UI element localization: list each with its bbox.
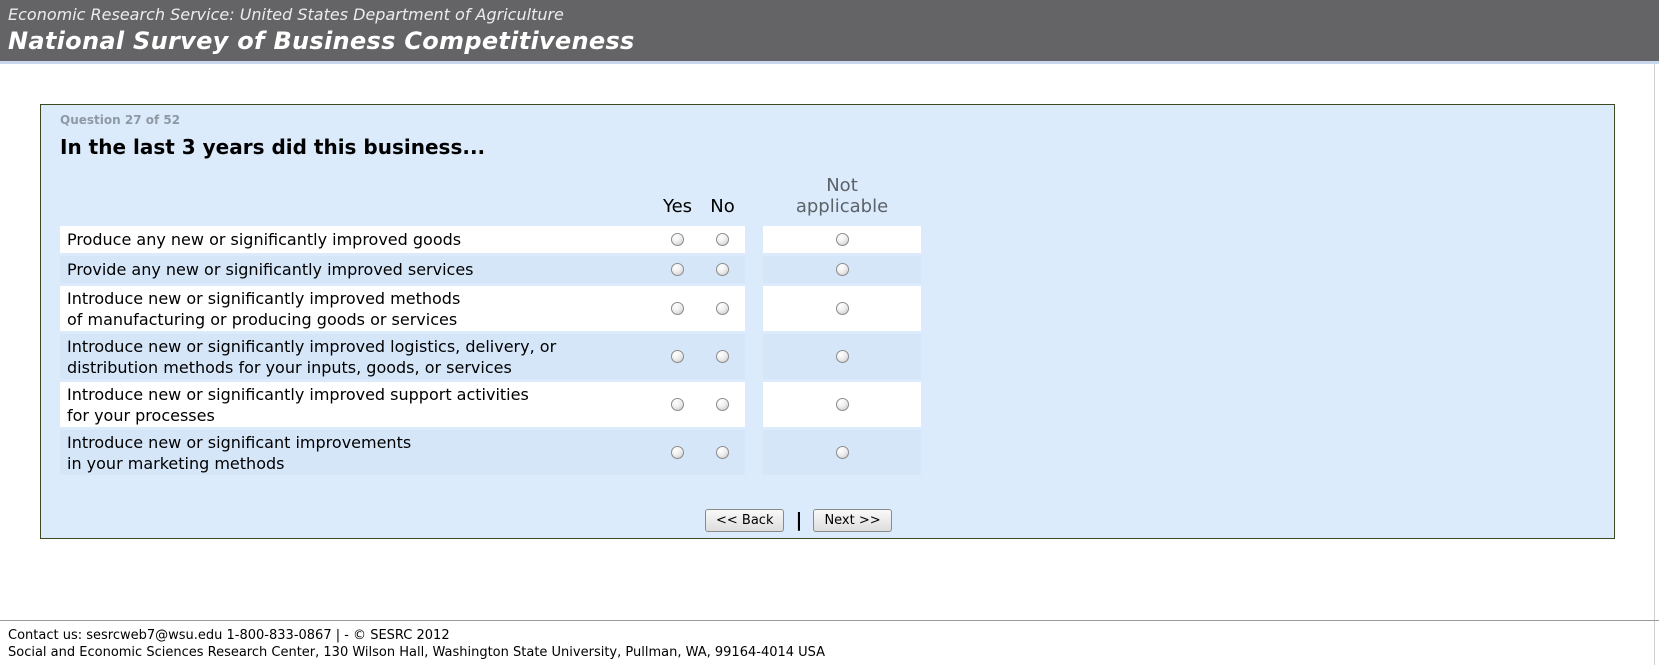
- radio-yes[interactable]: [671, 233, 684, 246]
- row-column-gap: [745, 382, 763, 427]
- row-column-gap: [745, 226, 763, 253]
- row-column-gap: [745, 334, 763, 379]
- back-button[interactable]: << Back: [705, 509, 785, 532]
- cell-not-applicable: [763, 430, 921, 475]
- row-column-gap: [745, 430, 763, 475]
- row-main-strip: Introduce new or significantly improved …: [60, 382, 745, 427]
- radio-not-applicable[interactable]: [835, 263, 849, 276]
- row-question-text: Produce any new or significantly improve…: [67, 230, 462, 249]
- row-question-text: Introduce new or significantly improved …: [67, 384, 529, 425]
- cell-yes: [655, 446, 700, 459]
- cell-yes: [655, 350, 700, 363]
- row-main-strip: Produce any new or significantly improve…: [60, 226, 745, 253]
- cell-no: [700, 446, 745, 459]
- question-progress: Question 27 of 52: [60, 113, 181, 127]
- column-header-yes: Yes: [662, 196, 693, 217]
- cell-no: [700, 302, 745, 315]
- cell-not-applicable: [763, 226, 921, 253]
- question-panel: Question 27 of 52 In the last 3 years di…: [40, 104, 1615, 539]
- radio-not-applicable[interactable]: [835, 233, 849, 246]
- radio-yes[interactable]: [671, 263, 684, 276]
- question-matrix-rows: Produce any new or significantly improve…: [60, 226, 921, 475]
- cell-not-applicable: [763, 256, 921, 283]
- radio-no[interactable]: [716, 350, 729, 363]
- row-question-text: Introduce new or significantly improved …: [67, 336, 557, 377]
- footer-divider: [0, 620, 1659, 621]
- cell-no: [700, 263, 745, 276]
- footer: Contact us: sesrcweb7@wsu.edu 1-800-833-…: [8, 628, 825, 662]
- radio-yes[interactable]: [671, 398, 684, 411]
- page-right-border: [1654, 64, 1655, 665]
- navigation-buttons: << Back | Next >>: [705, 509, 892, 532]
- matrix-column-headers: Yes No Not applicable: [60, 175, 921, 226]
- row-main-strip: Introduce new or significant improvement…: [60, 430, 745, 475]
- matrix-row: Introduce new or significantly improved …: [60, 382, 921, 427]
- cell-no: [700, 233, 745, 246]
- button-separator: |: [795, 509, 803, 531]
- cell-yes: [655, 302, 700, 315]
- cell-no: [700, 398, 745, 411]
- cell-not-applicable: [763, 334, 921, 379]
- matrix-row: Introduce new or significantly improved …: [60, 286, 921, 331]
- next-button[interactable]: Next >>: [813, 509, 892, 532]
- radio-not-applicable[interactable]: [835, 398, 849, 411]
- column-header-not-applicable: Not applicable: [795, 175, 889, 217]
- response-matrix: Yes No Not applicable Produce any new or…: [60, 175, 921, 475]
- radio-yes[interactable]: [671, 446, 684, 459]
- row-main-strip: Provide any new or significantly improve…: [60, 256, 745, 283]
- column-header-no: No: [710, 196, 735, 217]
- radio-no[interactable]: [716, 446, 729, 459]
- radio-not-applicable[interactable]: [835, 350, 849, 363]
- agency-name: Economic Research Service: United States…: [8, 5, 564, 24]
- footer-address-line: Social and Economic Sciences Research Ce…: [8, 645, 826, 660]
- cell-not-applicable: [763, 382, 921, 427]
- radio-no[interactable]: [716, 398, 729, 411]
- row-column-gap: [745, 256, 763, 283]
- radio-no[interactable]: [716, 233, 729, 246]
- survey-title: National Survey of Business Competitiven…: [8, 27, 635, 55]
- cell-yes: [655, 233, 700, 246]
- question-title: In the last 3 years did this business...: [60, 135, 486, 159]
- cell-not-applicable: [763, 286, 921, 331]
- banner-underline: [0, 61, 1659, 64]
- radio-yes[interactable]: [671, 302, 684, 315]
- top-banner: Economic Research Service: United States…: [0, 0, 1659, 61]
- row-column-gap: [745, 286, 763, 331]
- radio-no[interactable]: [716, 263, 729, 276]
- cell-yes: [655, 263, 700, 276]
- row-main-strip: Introduce new or significantly improved …: [60, 334, 745, 379]
- matrix-row: Introduce new or significant improvement…: [60, 430, 921, 475]
- row-question-text: Provide any new or significantly improve…: [67, 260, 474, 279]
- radio-no[interactable]: [716, 302, 729, 315]
- matrix-row: Provide any new or significantly improve…: [60, 256, 921, 283]
- cell-no: [700, 350, 745, 363]
- row-question-text: Introduce new or significant improvement…: [67, 432, 412, 473]
- radio-not-applicable[interactable]: [835, 446, 849, 459]
- radio-not-applicable[interactable]: [835, 302, 849, 315]
- cell-yes: [655, 398, 700, 411]
- radio-yes[interactable]: [671, 350, 684, 363]
- footer-contact-line: Contact us: sesrcweb7@wsu.edu 1-800-833-…: [8, 628, 450, 643]
- matrix-row: Introduce new or significantly improved …: [60, 334, 921, 379]
- matrix-row: Produce any new or significantly improve…: [60, 226, 921, 253]
- row-main-strip: Introduce new or significantly improved …: [60, 286, 745, 331]
- row-question-text: Introduce new or significantly improved …: [67, 288, 461, 329]
